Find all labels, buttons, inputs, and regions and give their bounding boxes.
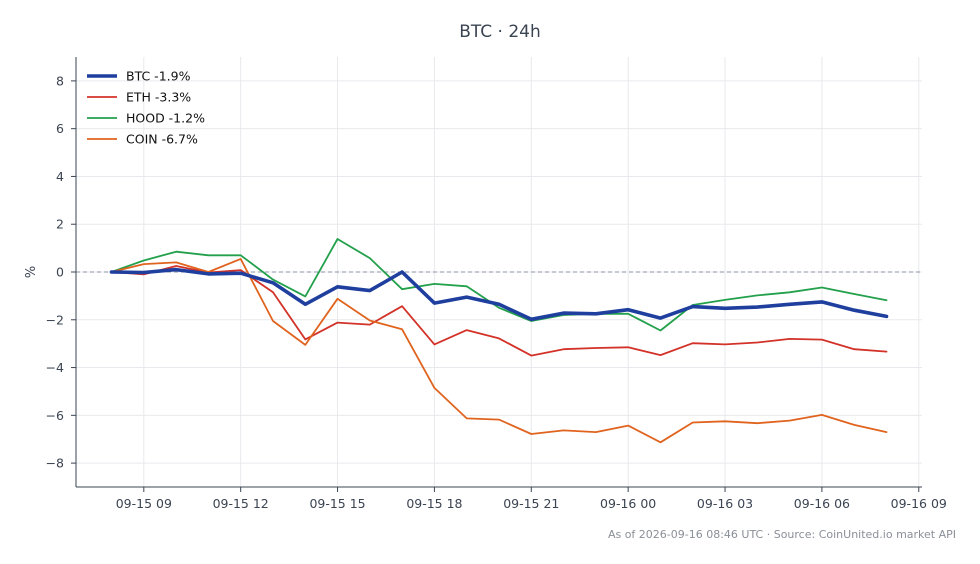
legend-label-btc: BTC -1.9% — [126, 69, 191, 84]
x-tick-label: 09-15 09 — [116, 496, 172, 511]
series-line-eth — [110, 265, 888, 357]
y-tick-label: −8 — [46, 456, 64, 471]
y-axis-label: % — [24, 266, 39, 278]
x-tick-label: 09-15 15 — [309, 496, 365, 511]
y-tick-label: −6 — [46, 408, 64, 423]
y-tick-label: 4 — [56, 169, 64, 184]
y-tick-label: 8 — [56, 73, 64, 88]
legend-label-coin: COIN -6.7% — [126, 132, 198, 147]
y-tick-label: −4 — [46, 360, 64, 375]
x-tick-label: 09-16 06 — [794, 496, 850, 511]
y-tick-label: 2 — [56, 217, 64, 232]
series-lines — [109, 238, 889, 444]
y-axis-ticks: 8 6 4 2 0 −2 −4 −6 −8 — [46, 73, 76, 471]
chart-title: BTC · 24h — [459, 22, 541, 42]
y-tick-label: −2 — [46, 312, 64, 327]
legend-label-eth: ETH -3.3% — [126, 90, 191, 105]
x-tick-label: 09-15 12 — [213, 496, 269, 511]
x-tick-label: 09-16 03 — [697, 496, 753, 511]
x-tick-label: 09-16 09 — [891, 496, 947, 511]
x-axis-ticks: 09-15 09 09-15 12 09-15 15 09-15 18 09-15 21… — [116, 487, 947, 511]
y-tick-label: 6 — [56, 121, 64, 136]
x-tick-label: 09-16 00 — [600, 496, 656, 511]
x-tick-label: 09-15 18 — [406, 496, 462, 511]
series-line-hood — [110, 238, 888, 332]
legend: BTC -1.9% ETH -3.3% HOOD -1.2% COIN -6.7% — [87, 69, 205, 147]
series-line-coin — [110, 257, 888, 444]
x-tick-label: 09-15 21 — [503, 496, 559, 511]
legend-label-hood: HOOD -1.2% — [126, 111, 205, 126]
source-footnote: As of 2026-09-16 08:46 UTC · Source: Coi… — [608, 528, 956, 541]
y-tick-label: 0 — [56, 265, 64, 280]
series-line-btc — [109, 267, 889, 322]
